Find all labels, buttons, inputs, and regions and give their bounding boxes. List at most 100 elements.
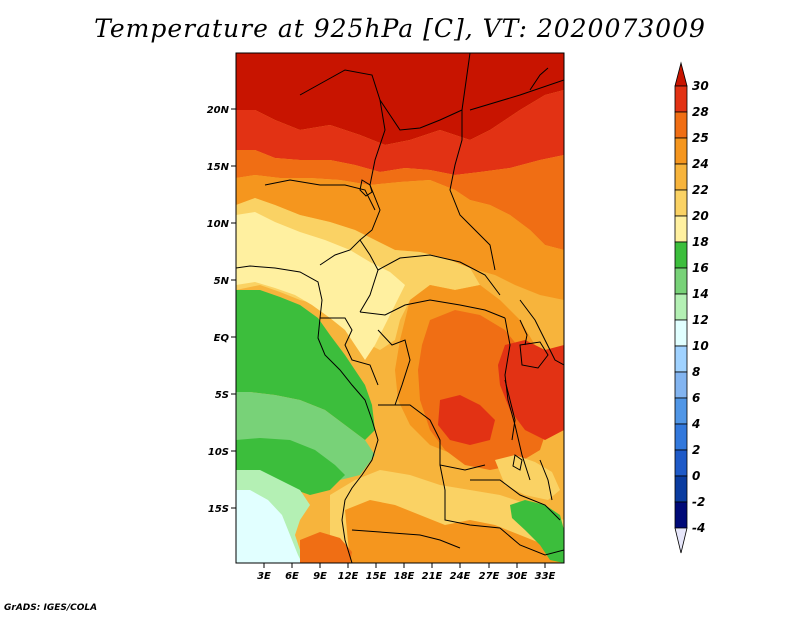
footer-credit: GrADS: IGES/COLA (4, 603, 98, 613)
colorbar-label: 6 (692, 391, 700, 405)
country-borders (236, 53, 564, 563)
colorbar-swatch (674, 85, 688, 113)
colorbar (674, 61, 688, 554)
border-angola-zambia (439, 464, 501, 529)
map-frame (235, 52, 565, 564)
border-car (377, 254, 501, 296)
border-drc-north (359, 299, 506, 319)
border-north-1 (299, 53, 471, 131)
contour-24-south (345, 500, 564, 563)
border-angola-drc (378, 404, 486, 471)
colorbar-swatch (674, 189, 688, 217)
lon-label: 3E (257, 571, 271, 582)
chart-title: Temperature at 925hPa [C], VT: 202007300… (94, 14, 706, 43)
lat-label: 10S (208, 447, 229, 458)
colorbar-label: -2 (692, 495, 705, 509)
lat-label: 10N (207, 219, 230, 230)
lat-axis: 20N 15N 10N 5N EQ 5S 10S 15S (207, 105, 236, 515)
colorbar-swatch (674, 397, 688, 425)
lon-label: 21E (422, 571, 443, 582)
colorbar-label: 14 (692, 287, 709, 301)
border-east-lakes (504, 317, 531, 481)
lon-axis: 3E 6E 9E 12E 15E 18E 21E 24E 27E 30E 33E (257, 563, 556, 582)
lon-label: 15E (366, 571, 387, 582)
colorbar-swatch (674, 501, 688, 529)
colorbar-label: 30 (692, 79, 709, 93)
colorbar-swatch (674, 423, 688, 451)
lon-label: 18E (394, 571, 415, 582)
contour-28 (236, 90, 564, 175)
colorbar-label: 0 (692, 469, 700, 483)
colorbar-label: 18 (692, 235, 709, 249)
colorbar-swatch (674, 163, 688, 191)
lon-label: 24E (450, 571, 471, 582)
lon-label: 6E (285, 571, 299, 582)
colorbar-swatch (674, 293, 688, 321)
contour-24-north (236, 175, 564, 300)
colorbar-swatch (674, 475, 688, 503)
colorbar-label: 22 (692, 183, 709, 197)
lon-label: 9E (313, 571, 327, 582)
colorbar-label: 12 (692, 313, 709, 327)
colorbar-label: 20 (692, 209, 709, 223)
contour-10-southwest (236, 490, 302, 563)
colorbar-swatch (674, 137, 688, 165)
lat-label: 5S (215, 390, 229, 401)
colorbar-swatch (674, 345, 688, 373)
contour-25-north (236, 150, 564, 250)
contour-16-southeast (510, 500, 564, 563)
colorbar-label: 8 (692, 365, 700, 379)
colorbar-label: 28 (692, 105, 709, 119)
lake-victoria (519, 341, 549, 369)
border-chad-sudan (449, 110, 496, 271)
contour-18-center (236, 212, 405, 360)
colorbar-swatch (674, 267, 688, 295)
colorbar-label: -4 (692, 521, 705, 535)
lat-label: 20N (207, 105, 230, 116)
coastline (236, 265, 379, 563)
border-cameroon (319, 239, 379, 313)
colorbar-labels: 30 28 25 24 22 20 18 16 14 12 10 8 6 4 2… (691, 79, 709, 535)
border-zambia-south (470, 479, 561, 521)
colorbar-label: 25 (692, 131, 709, 145)
border-gabon-congo (320, 317, 379, 386)
border-north-2 (469, 79, 564, 111)
border-drc-west (377, 329, 411, 406)
colorbar-swatch (674, 449, 688, 477)
contour-28-east (438, 395, 495, 445)
lake-malawi (539, 459, 553, 501)
colorbar-label: 2 (692, 443, 700, 457)
colorbar-swatch (674, 371, 688, 399)
lat-label: 15N (207, 162, 230, 173)
contour-20-southeast (495, 455, 560, 500)
lat-label: 15S (208, 504, 229, 515)
border-south-east (499, 527, 564, 556)
contour-16-atlantic (236, 290, 375, 440)
lat-label: EQ (214, 333, 230, 344)
lake-albert (519, 319, 528, 346)
contour-30 (236, 53, 564, 145)
contour-28-congo (498, 340, 564, 440)
colorbar-under-triangle (674, 527, 688, 554)
colorbar-swatch (674, 241, 688, 269)
lat-label: 5N (214, 276, 230, 287)
colorbar-label: 10 (692, 339, 709, 353)
border-nigeria (264, 179, 376, 211)
colorbar-swatch (674, 319, 688, 347)
colorbar-over-triangle (674, 61, 688, 87)
lon-label: 33E (535, 571, 556, 582)
lon-label: 30E (507, 571, 528, 582)
lon-label: 12E (338, 571, 359, 582)
contour-25-south (300, 532, 352, 563)
colorbar-swatch (674, 215, 688, 243)
colorbar-label: 24 (692, 157, 709, 171)
lon-label: 27E (479, 571, 500, 582)
colorbar-label: 16 (692, 261, 709, 275)
lake-chad (359, 179, 373, 197)
red-sea-coast (529, 67, 549, 91)
colorbar-label: 4 (691, 417, 700, 431)
contour-16-south (236, 438, 345, 495)
colorbar-swatch (674, 111, 688, 139)
border-angola-namibia (351, 529, 461, 549)
